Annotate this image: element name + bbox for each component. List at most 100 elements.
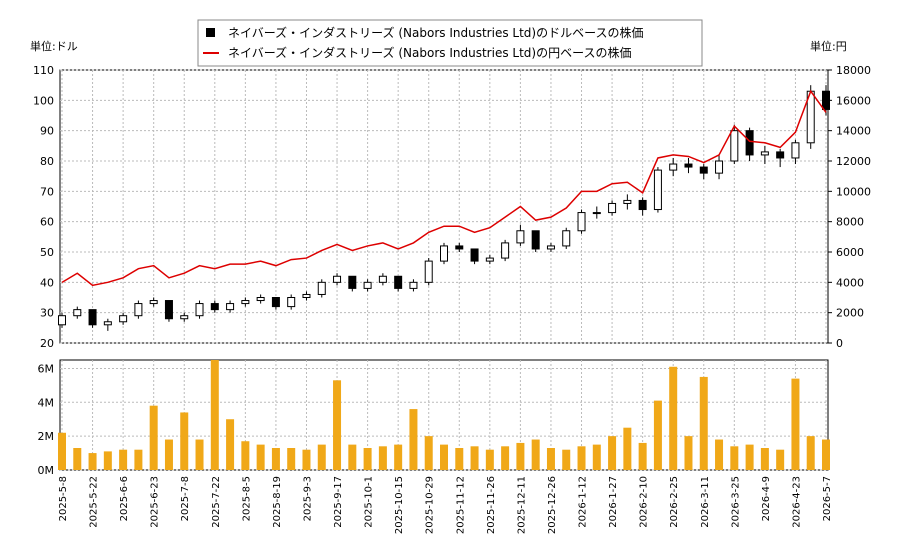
volume-bar (577, 446, 586, 470)
volume-bar (546, 448, 555, 470)
x-tick-label: 2026-3-11 (700, 476, 711, 528)
x-tick-label: 2026-1-27 (608, 476, 619, 528)
y-tick-label: 20 (40, 337, 54, 350)
x-tick-label: 2026-2-25 (669, 476, 680, 528)
candle-body (88, 309, 97, 326)
volume-bar (730, 446, 739, 470)
x-tick-label: 2025-10-1 (364, 476, 375, 528)
candle-body (134, 303, 143, 317)
volume-bar (760, 448, 769, 470)
x-tick-label: 2025-5-8 (58, 476, 69, 521)
candle-body (730, 130, 739, 162)
volume-bar (88, 453, 97, 470)
candle-body (302, 293, 311, 299)
volume-bar (745, 444, 754, 470)
candle-body (501, 242, 510, 259)
candle-body (516, 230, 525, 244)
y2-tick-label: 2000 (836, 307, 864, 320)
y-axis-label: 単位:ドル (30, 39, 78, 53)
volume-bar (501, 446, 510, 470)
x-tick-label: 2025-5-22 (89, 476, 100, 528)
volume-bar (302, 449, 311, 470)
x-tick-label: 2026-4-23 (791, 476, 802, 528)
volume-tick-label: 4M (38, 396, 55, 409)
y2-tick-label: 6000 (836, 246, 864, 259)
volume-bar (241, 441, 250, 470)
candle-body (715, 160, 724, 174)
x-tick-label: 2025-12-26 (547, 476, 558, 534)
y2-axis-label: 単位:円 (810, 39, 847, 53)
volume-bar (455, 448, 464, 470)
candle-body (409, 281, 418, 289)
candle-body (684, 163, 693, 168)
y-tick-label: 30 (40, 307, 54, 320)
candle-body (271, 297, 280, 308)
candle-body (760, 151, 769, 156)
volume-bar (592, 444, 601, 470)
candle-body (164, 300, 173, 320)
candle-body (455, 245, 464, 250)
volume-bar (287, 448, 296, 470)
volume-bar (210, 360, 219, 470)
y-tick-label: 90 (40, 125, 54, 138)
legend-swatch (206, 28, 215, 37)
x-tick-label: 2025-10-29 (425, 476, 436, 534)
volume-bar (776, 449, 785, 470)
candle-body (424, 260, 433, 283)
x-tick-label: 2026-5-7 (822, 476, 833, 521)
volume-bar (684, 436, 693, 470)
volume-tick-label: 6M (38, 362, 55, 375)
y-tick-label: 50 (40, 246, 54, 259)
candle-body (58, 315, 66, 326)
candle-body (317, 281, 326, 295)
volume-bar (531, 439, 540, 470)
y-tick-label: 60 (40, 216, 54, 229)
candle-body (470, 248, 479, 262)
candle-body (180, 315, 189, 320)
volume-bar (822, 439, 830, 470)
x-tick-label: 2025-11-12 (455, 476, 466, 534)
x-tick-label: 2026-2-10 (639, 476, 650, 528)
candle-body (669, 163, 678, 171)
volume-bar (653, 400, 662, 470)
candle-body (440, 245, 448, 262)
volume-bar (562, 449, 571, 470)
volume-bar (195, 439, 204, 470)
candle-body (287, 297, 296, 308)
candle-body (562, 230, 571, 247)
candle-body (195, 303, 204, 317)
volume-bar (409, 409, 418, 470)
y-tick-label: 70 (40, 185, 54, 198)
y-tick-label: 100 (33, 94, 54, 107)
candle-body (623, 199, 632, 204)
candle-body (531, 230, 540, 250)
volume-bar (394, 444, 403, 470)
candle-body (776, 151, 785, 159)
y2-tick-label: 0 (836, 337, 843, 350)
candle-body (577, 212, 586, 232)
y2-tick-label: 16000 (836, 94, 871, 107)
volume-bar (363, 448, 372, 470)
x-tick-label: 2025-7-8 (180, 476, 191, 521)
volume-bar (470, 446, 479, 470)
candle-body (363, 281, 372, 289)
x-tick-label: 2025-6-23 (150, 476, 161, 528)
candle-body (256, 297, 265, 302)
legend-label: ネイバーズ・インダストリーズ (Nabors Industries Ltd)の円… (228, 45, 631, 60)
volume-bar (424, 436, 433, 470)
y-tick-label: 80 (40, 155, 54, 168)
candle-body (822, 90, 830, 110)
y2-tick-label: 18000 (836, 64, 871, 77)
volume-bar (699, 376, 708, 470)
volume-bar (164, 439, 173, 470)
volume-bar (226, 419, 235, 470)
volume-bar (180, 412, 189, 470)
volume-bar (638, 442, 647, 470)
y2-tick-label: 12000 (836, 155, 871, 168)
x-tick-label: 2025-7-22 (211, 476, 222, 528)
x-tick-label: 2025-8-19 (272, 476, 283, 528)
x-tick-label: 2025-10-15 (394, 476, 405, 534)
candle-body (378, 275, 387, 283)
candle-body (791, 142, 800, 159)
